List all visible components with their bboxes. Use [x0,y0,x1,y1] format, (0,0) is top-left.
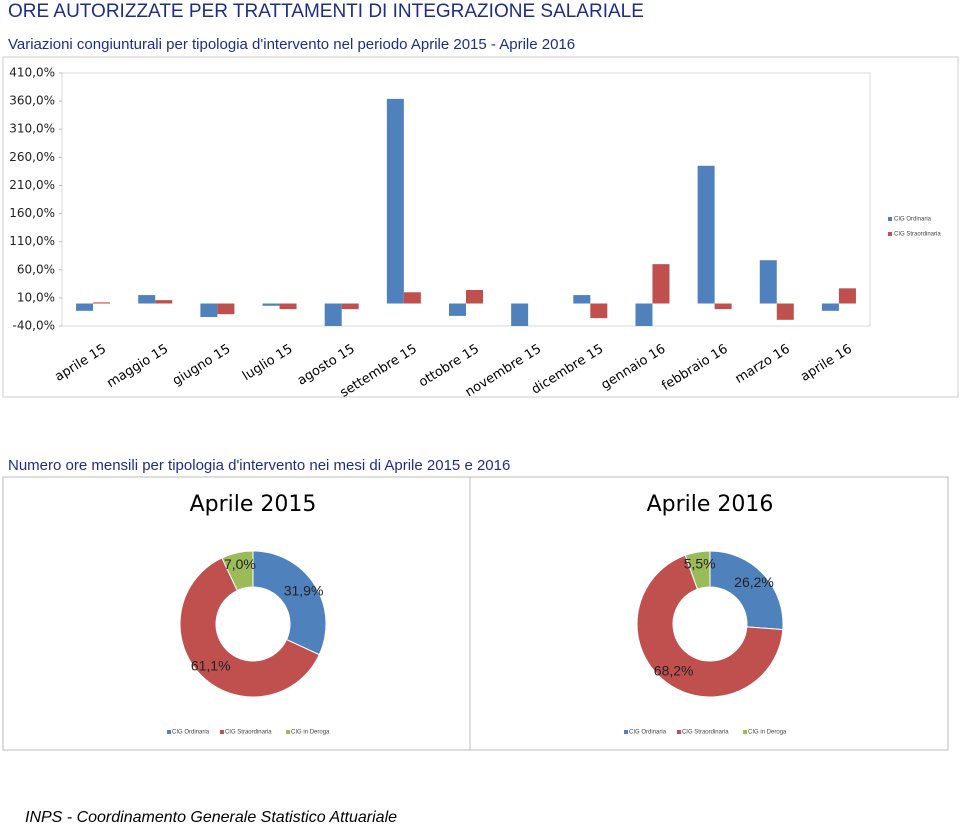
y-tick-label: 160,0% [9,206,55,220]
section-title: Numero ore mensili per tipologia d'inter… [8,457,510,474]
legend-swatch [743,730,748,734]
bar [511,303,529,326]
bar [590,303,608,319]
bar [76,303,94,311]
legend-label: CIG Straordinaria [894,232,941,238]
bar [386,98,404,304]
bar [279,303,297,310]
donut-slice [709,550,784,631]
legend-swatch [676,730,681,734]
legend-swatch [888,232,892,236]
x-tick-label: marzo 16 [733,342,793,387]
legend-swatch [624,730,629,734]
legend-swatch [286,730,291,734]
bar [573,295,591,304]
legend-label: CIG Ordinaria [629,730,667,736]
bar [262,303,280,306]
donut-slice [221,550,254,592]
y-tick-label: -40,0% [13,319,55,333]
pie-title: Aprile 2016 [647,492,774,517]
data-label: 5,5% [684,556,716,572]
x-tick-label: luglio 15 [240,342,295,384]
y-tick-label: 110,0% [9,234,55,248]
x-tick-label: giugno 15 [170,342,233,389]
bar [403,292,421,304]
bar [93,302,111,304]
bar [776,303,794,320]
bar [155,300,173,304]
y-tick-label: 60,0% [17,262,55,276]
pie-frame [469,476,949,751]
legend-label: CIG Ordinaria [172,730,210,736]
pie-frame [2,476,471,751]
data-label: 7,0% [224,556,256,572]
y-tick-label: 410,0% [9,66,55,80]
donut-slice [179,557,320,698]
donut-slice [636,554,784,698]
legend-label: CIG in Deroga [748,730,787,736]
y-tick-label: 260,0% [9,150,55,164]
chart-title: Variazioni congiunturali per tipologia d… [8,36,575,53]
bar [138,295,156,304]
data-label: 61,1% [191,657,231,673]
bar [759,260,777,304]
data-label: 31,9% [284,582,324,598]
x-tick-label: maggio 15 [104,342,171,391]
legend-swatch [219,730,224,734]
x-tick-label: gennaio 16 [599,342,669,393]
footer: INPS - Coordinamento Generale Statistico… [25,809,397,826]
donut-slice [252,550,327,656]
y-tick-label: 310,0% [9,122,55,136]
plot-frame [61,72,871,327]
x-tick-label: aprile 15 [52,342,109,385]
bar [838,288,856,304]
bar [200,303,218,318]
bar [697,165,715,304]
y-tick-label: 10,0% [17,290,55,304]
bar [341,303,359,310]
y-tick-label: 210,0% [9,178,55,192]
page-title: ORE AUTORIZZATE PER TRATTAMENTI DI INTEG… [8,1,644,22]
data-label: 68,2% [654,662,694,678]
bar [821,303,839,311]
legend-swatch [888,217,892,221]
data-label: 26,2% [734,574,774,590]
bar [652,264,670,304]
legend-label: CIG Straordinaria [682,730,729,736]
x-tick-label: aprile 16 [798,342,855,385]
bar [714,303,732,310]
legend-label: CIG Straordinaria [225,730,272,736]
bar [449,303,466,316]
legend-swatch [167,730,172,734]
legend-label: CIG in Deroga [291,730,330,736]
bar [466,290,483,304]
x-tick-label: febbraio 16 [659,342,730,394]
y-tick-label: 360,0% [9,94,55,108]
bar [324,303,342,326]
bar [217,303,235,315]
bar [635,303,653,326]
chart-frame [2,56,959,398]
donut-slice [684,550,711,590]
pie-title: Aprile 2015 [190,492,317,517]
legend-label: CIG Ordinaria [894,217,932,223]
